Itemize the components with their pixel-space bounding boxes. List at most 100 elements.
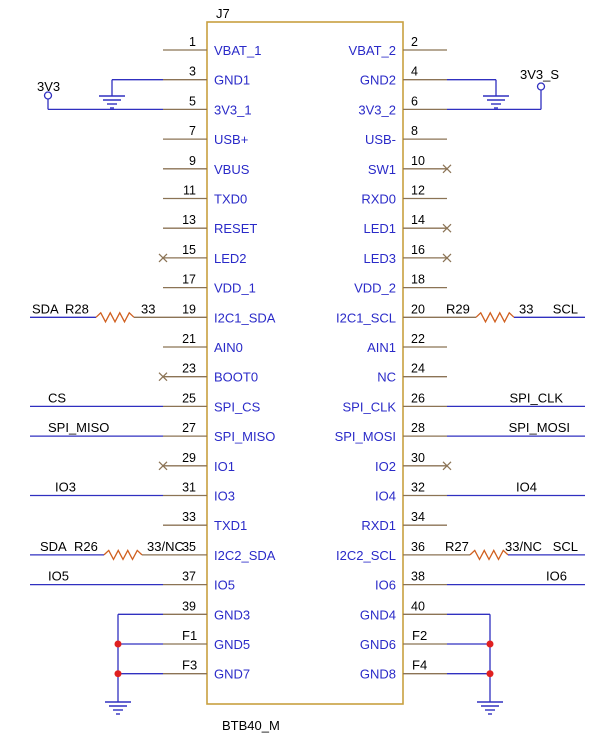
pin-name-right: AIN1	[367, 340, 396, 355]
pin-name-right: SPI_MOSI	[335, 429, 396, 444]
resistor-body	[469, 549, 509, 561]
resistor-ref-r28: R28	[65, 301, 89, 316]
net-label-io5: IO5	[48, 569, 69, 584]
pin-name-left: GND5	[214, 637, 250, 652]
net-label-scl2: SCL	[553, 539, 578, 554]
pin-number-right: 34	[411, 510, 425, 524]
pin-name-right: GND2	[360, 73, 396, 88]
pin-number-left: 33	[182, 510, 196, 524]
pin-number-left: 29	[182, 451, 196, 465]
pin-name-right: SPI_CLK	[343, 399, 397, 414]
pin-number-left: 39	[182, 599, 196, 613]
no-connect-mark	[158, 372, 168, 382]
no-connect-stroke	[442, 461, 452, 471]
pin-number-left: 35	[182, 540, 196, 554]
resistor-value-r28: 33	[141, 301, 155, 316]
pin-name-left: SPI_CS	[214, 399, 261, 414]
pin-number-right: 22	[411, 332, 425, 346]
pin-name-left: VBUS	[214, 162, 250, 177]
pin-name-right: SW1	[368, 162, 396, 177]
resistor-ref-r27: R27	[445, 539, 469, 554]
no-connect-mark	[158, 253, 168, 263]
pin-number-right: 26	[411, 391, 425, 405]
pin-name-left: SPI_MISO	[214, 429, 275, 444]
pin-name-left: I2C2_SDA	[214, 548, 276, 563]
pin-number-left: 25	[182, 391, 196, 405]
pin-name-right: VBAT_2	[349, 43, 396, 58]
fuse-label-f3: F3	[182, 658, 197, 673]
pin-number-right: 28	[411, 421, 425, 435]
pin-name-left: I2C1_SDA	[214, 310, 276, 325]
net-label-spi_clk: SPI_CLK	[510, 390, 564, 405]
pin-name-left: VDD_1	[214, 281, 256, 296]
fuse-label-f1: F1	[182, 628, 197, 643]
component-value: BTB40_M	[222, 718, 280, 733]
junction-dot	[486, 670, 494, 678]
pin-name-left: IO3	[214, 489, 235, 504]
pin-name-left: RESET	[214, 221, 257, 236]
wire-layer	[30, 79, 585, 715]
pin-name-left: LED2	[214, 251, 247, 266]
pin-name-right: IO2	[375, 459, 396, 474]
pin-name-left: GND3	[214, 607, 250, 622]
resistor-body	[103, 549, 143, 561]
power-label-3v3s: 3V3_S	[520, 67, 559, 82]
ground-symbol-right-top	[483, 95, 509, 109]
pin-name-right: VDD_2	[354, 281, 396, 296]
no-connect-stroke	[158, 461, 168, 471]
pin-name-left: TXD0	[214, 192, 247, 207]
ground-symbol-left-top	[99, 95, 125, 109]
pin-name-left: GND7	[214, 667, 250, 682]
pin-number-right: 2	[411, 35, 418, 49]
resistor-r26	[103, 549, 143, 561]
pin-name-right: GND6	[360, 637, 396, 652]
pin-number-right: 16	[411, 243, 425, 257]
no-connect-mark	[442, 461, 452, 471]
pin-number-right: 38	[411, 570, 425, 584]
net-label-sda1: SDA	[32, 301, 59, 316]
net-label-scl1: SCL	[553, 301, 578, 316]
resistor-r28	[95, 311, 135, 324]
pin-number-right: 18	[411, 273, 425, 287]
power-symbol-3v3s	[536, 82, 546, 91]
pin-number-left: 3	[189, 65, 196, 79]
pin-name-right: 3V3_2	[358, 102, 396, 117]
pin-number-left: 31	[182, 481, 196, 495]
pin-number-right: 32	[411, 481, 425, 495]
pin-number-right: 6	[411, 94, 418, 108]
resistor-body	[475, 311, 515, 324]
pin-number-right: 14	[411, 213, 425, 227]
junction-dot	[114, 640, 122, 648]
pin-number-right: 10	[411, 154, 425, 168]
pin-number-left: 15	[182, 243, 196, 257]
no-connect-stroke	[158, 372, 168, 382]
pin-name-left: AIN0	[214, 340, 243, 355]
power-label-3v3: 3V3	[37, 79, 60, 94]
fuse-label-f4: F4	[412, 658, 427, 673]
net-label-io3: IO3	[55, 480, 76, 495]
pin-number-right: 20	[411, 302, 425, 316]
pin-name-left: VBAT_1	[214, 43, 261, 58]
pin-number-left: 21	[182, 332, 196, 346]
no-connect-stroke	[158, 253, 168, 263]
no-connect-stroke	[442, 164, 452, 174]
junction-dot	[114, 670, 122, 678]
net-label-cs: CS	[48, 390, 66, 405]
resistor-r29	[475, 311, 515, 324]
resistor-body	[95, 311, 135, 324]
no-connect-stroke	[442, 223, 452, 233]
fuse-label-f2: F2	[412, 628, 427, 643]
resistor-r27	[469, 549, 509, 561]
junction-dot	[486, 640, 494, 648]
pin-number-left: 17	[182, 273, 196, 287]
no-connect-mark	[442, 223, 452, 233]
no-connect-stroke	[442, 253, 452, 263]
pin-number-left: 9	[189, 154, 196, 168]
pin-number-left: 19	[182, 302, 196, 316]
ground-symbol-bottom-L	[105, 701, 131, 715]
pin-number-right: 40	[411, 599, 425, 613]
no-connect-mark	[158, 461, 168, 471]
pin-name-right: USB-	[365, 132, 396, 147]
resistor-ref-r26: R26	[74, 539, 98, 554]
